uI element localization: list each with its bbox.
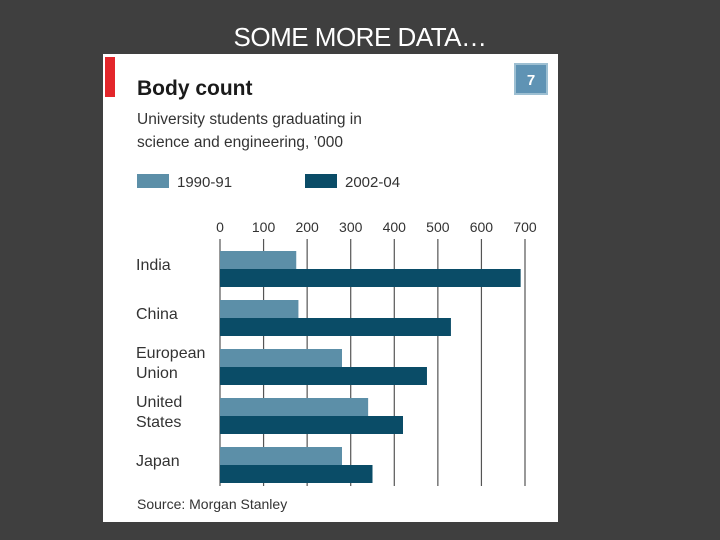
tick-label-400: 400 <box>383 219 407 235</box>
chart-subtitle-line-1: University students graduating in <box>137 111 362 128</box>
bar-2002-04-united-states <box>220 416 403 434</box>
legend-swatch-2002-04 <box>305 174 337 188</box>
category-label-european-union: European Union <box>136 345 205 382</box>
legend: 1990-91 2002-04 <box>137 174 400 191</box>
bar-2002-04-india <box>220 269 521 287</box>
tick-label-600: 600 <box>470 219 494 235</box>
chart-subtitle-line-2: science and engineering, ’000 <box>137 134 343 151</box>
tick-label-700: 700 <box>513 219 537 235</box>
category-label-india: India <box>136 257 171 274</box>
accent-bar <box>105 57 115 97</box>
tick-label-200: 200 <box>295 219 319 235</box>
x-axis-ticks: 0 100 200 300 400 500 600 700 <box>216 219 537 235</box>
category-label-china: China <box>136 306 178 323</box>
category-label-united-states: United States <box>136 394 182 431</box>
bar-2002-04-european-union <box>220 367 427 385</box>
bar-2002-04-china <box>220 318 451 336</box>
legend-label-2002-04: 2002-04 <box>345 174 400 191</box>
legend-label-1990-91: 1990-91 <box>177 174 232 191</box>
tick-label-300: 300 <box>339 219 363 235</box>
bars <box>220 251 521 483</box>
tick-label-100: 100 <box>252 219 276 235</box>
bar-1990-91-india <box>220 251 297 269</box>
tick-label-500: 500 <box>426 219 450 235</box>
chart-number-badge <box>514 63 548 95</box>
bar-2002-04-japan <box>220 465 373 483</box>
bar-1990-91-united-states <box>220 398 369 416</box>
category-label-japan: Japan <box>136 453 180 470</box>
bar-1990-91-japan <box>220 447 342 465</box>
tick-label-0: 0 <box>216 219 224 235</box>
legend-swatch-1990-91 <box>137 174 169 188</box>
bar-chart: 7 Body count University students graduat… <box>105 57 548 512</box>
category-labels: India China European Union United States Japan <box>136 257 205 470</box>
slide-title: SOME MORE DATA… <box>233 22 488 52</box>
bar-1990-91-european-union <box>220 349 342 367</box>
chart-title: Body count <box>137 77 253 100</box>
chart-source: Source: Morgan Stanley <box>137 496 287 512</box>
bar-1990-91-china <box>220 300 299 318</box>
chart-card: 7 Body count University students graduat… <box>103 54 558 522</box>
chart-number-badge-label: 7 <box>527 72 535 89</box>
